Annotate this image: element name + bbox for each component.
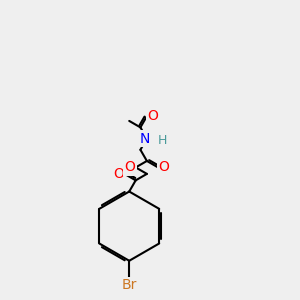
Text: Br: Br <box>122 278 137 292</box>
Text: N: N <box>140 132 150 145</box>
Text: H: H <box>158 134 167 147</box>
Text: O: O <box>147 109 158 123</box>
Text: O: O <box>113 167 124 181</box>
Text: O: O <box>159 160 170 174</box>
Text: O: O <box>124 160 135 174</box>
